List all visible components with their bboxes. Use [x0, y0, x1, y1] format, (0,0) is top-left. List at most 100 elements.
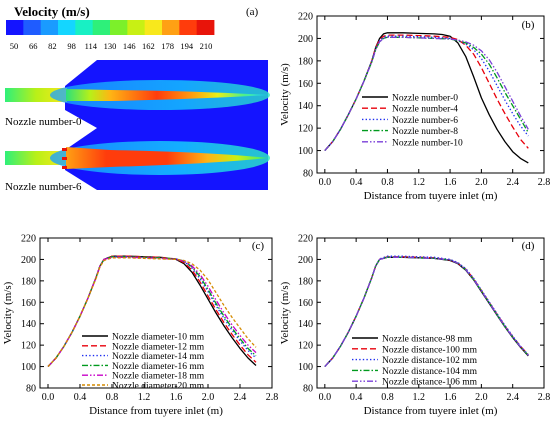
series-line-4	[324, 256, 529, 368]
x-tick-label: 0.4	[350, 177, 363, 188]
x-axis-label: Distance from tuyere inlet (m)	[364, 405, 498, 417]
jet-core-0	[66, 89, 268, 101]
y-tick-label: 140	[298, 101, 313, 112]
colorbar-swatch	[196, 20, 215, 35]
x-tick-label: 1.2	[138, 392, 151, 403]
legend-label-1: Nozzle distance-100 mm	[382, 345, 478, 355]
panel-a-label: (a)	[246, 6, 259, 18]
colorbar-swatch	[110, 20, 128, 35]
colorbar-tick-label: 130	[104, 41, 117, 51]
x-tick-label: 0.4	[350, 392, 363, 403]
nozzle-marker-mid	[62, 157, 67, 160]
legend-label-3: Nozzle distance-104 mm	[382, 367, 478, 377]
legend-label-3: Nozzle diameter-16 mm	[112, 362, 205, 372]
colorbar-swatch	[179, 20, 198, 35]
x-tick-label: 2.4	[506, 177, 519, 188]
legend-label-2: Nozzle number-6	[392, 116, 458, 126]
x-axis-label: Distance from tuyere inlet (m)	[89, 405, 223, 417]
x-tick-label: 1.6	[444, 177, 457, 188]
y-tick-label: 200	[298, 255, 313, 266]
y-tick-label: 120	[298, 341, 313, 352]
nozzle-marker-top	[62, 148, 67, 151]
colorbar-tick-label: 194	[180, 41, 194, 51]
colorbar-tick-label: 66	[29, 41, 38, 51]
x-tick-label: 2.4	[234, 392, 247, 403]
legend-label-1: Nozzle diameter-12 mm	[112, 342, 205, 352]
x-tick-label: 0.0	[319, 177, 332, 188]
colorbar-swatch	[162, 20, 180, 35]
x-tick-label: 1.6	[170, 392, 183, 403]
x-axis-label: Distance from tuyere inlet (m)	[364, 190, 498, 202]
y-axis-label: Velocity (m/s)	[2, 281, 14, 344]
y-axis-label: Velocity (m/s)	[279, 281, 291, 344]
x-tick-label: 0.8	[381, 177, 394, 188]
simulation-nozzle-6: Nozzle number-6	[5, 128, 270, 193]
y-tick-label: 120	[21, 341, 36, 352]
legend-label-5: Nozzle diameter-20 mm	[112, 382, 205, 392]
colorbar-tick-label: 114	[85, 41, 98, 51]
series-lines	[324, 255, 529, 368]
x-tick-label: 2.8	[266, 392, 279, 403]
y-tick-label: 180	[298, 56, 313, 67]
colorbar-tick-label: 178	[161, 41, 174, 51]
y-tick-label: 180	[21, 276, 36, 287]
blowpipe-6	[5, 151, 67, 165]
legend-label-0: Nozzle diameter-10 mm	[112, 333, 205, 343]
legend-label-2: Nozzle distance-102 mm	[382, 356, 478, 366]
y-tick-label: 140	[298, 319, 313, 330]
y-tick-label: 100	[298, 146, 313, 157]
y-axis-label: Velocity (m/s)	[279, 63, 291, 126]
chart-panel-c: 80 100 120 140 160 180 200 220 0.0 0.4 0.8 1.2 1.6 2.…	[2, 234, 278, 418]
y-tick-label: 200	[21, 255, 36, 266]
legend-label-0: Nozzle number-0	[392, 94, 458, 104]
x-tick-label: 0.0	[42, 392, 55, 403]
series-lines	[47, 255, 257, 368]
series-line-1	[324, 34, 529, 152]
chart-panel-d: 80 100 120 140 160 180 200 220 0.0 0.4 0.8 1.2 1.6 2.…	[279, 234, 550, 418]
colorbar-ticks: 50 66 82 98 114 130 146 162 178 194 210	[10, 41, 213, 51]
y-tick-label: 100	[298, 362, 313, 373]
y-tick-label: 220	[21, 234, 36, 245]
legend-label-4: Nozzle distance-106 mm	[382, 378, 478, 388]
panel-label: (d)	[522, 240, 535, 252]
x-tick-label: 2.8	[538, 177, 550, 188]
series-lines	[324, 32, 529, 164]
simulation-nozzle-0: Nozzle number-0	[5, 60, 270, 128]
series-line-5	[47, 257, 257, 368]
x-tick-label: 0.4	[74, 392, 87, 403]
colorbar-swatch	[127, 20, 146, 35]
x-tick-label: 1.6	[444, 392, 457, 403]
legend-label-2: Nozzle diameter-14 mm	[112, 352, 205, 362]
y-tick-label: 160	[21, 298, 36, 309]
colorbar	[6, 20, 215, 35]
x-tick-label: 2.0	[202, 392, 215, 403]
colorbar-tick-label: 210	[200, 41, 213, 51]
colorbar-tick-label: 146	[123, 41, 136, 51]
legend-label-4: Nozzle diameter-18 mm	[112, 372, 205, 382]
x-tick-label: 0.0	[319, 392, 332, 403]
legend-label-3: Nozzle number-8	[392, 127, 458, 137]
colorbar-tick-label: 50	[10, 41, 19, 51]
y-tick-label: 80	[26, 384, 36, 395]
plot-frame	[316, 237, 545, 389]
legend-label-4: Nozzle number-10	[392, 138, 463, 148]
nozzle-marker-bottom	[62, 166, 67, 169]
plot-frame	[39, 237, 273, 389]
y-tick-label: 120	[298, 124, 313, 135]
blowpipe-0	[5, 88, 67, 102]
y-tick-label: 100	[21, 362, 36, 373]
legend-label-0: Nozzle distance-98 mm	[382, 335, 473, 345]
simulation-label-0: Nozzle number-0	[5, 116, 82, 128]
plot-frame	[316, 15, 545, 174]
colorbar-swatch	[75, 20, 94, 35]
y-tick-label: 80	[303, 169, 313, 180]
y-tick-label: 200	[298, 34, 313, 45]
y-tick-label: 180	[298, 276, 313, 287]
jet-core-6	[66, 147, 268, 169]
y-tick-label: 80	[303, 384, 313, 395]
chart-panel-b: 80 100 120 140 160 180 200 220 0.0 0.4 0.8 1.2 1.6 2.…	[279, 12, 550, 203]
